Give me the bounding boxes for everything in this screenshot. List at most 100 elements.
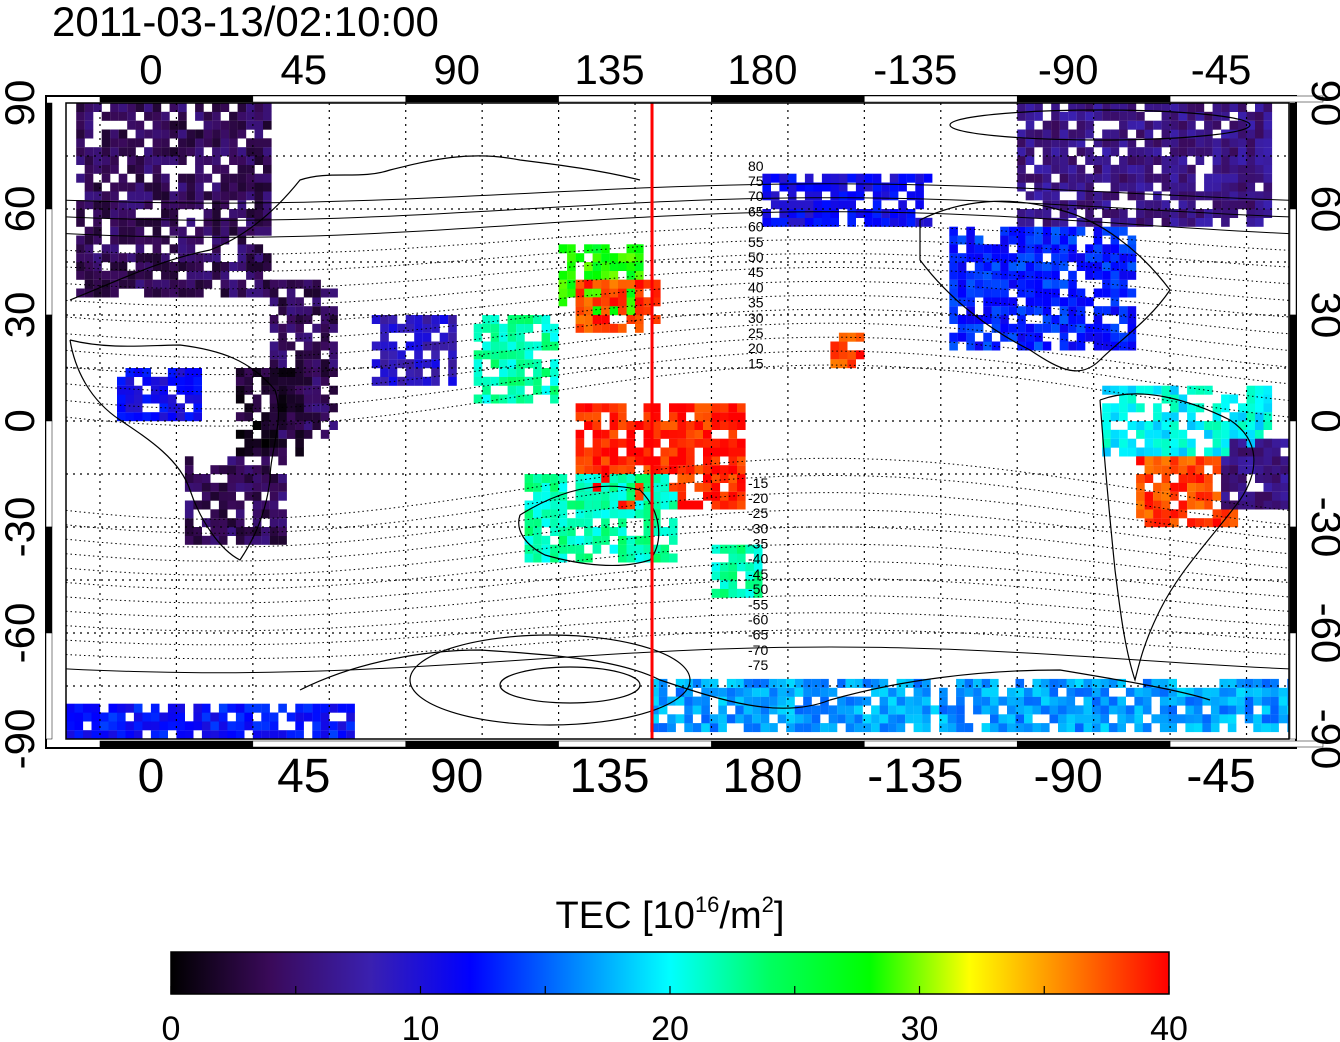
tec-cell	[1085, 217, 1094, 227]
tec-cell	[567, 279, 576, 289]
tec-cell	[161, 111, 170, 121]
tec-cell	[490, 376, 500, 386]
tec-cell	[677, 403, 687, 413]
tec-cell	[703, 429, 712, 439]
tec-cell	[261, 535, 270, 545]
tec-cell	[533, 341, 542, 351]
tec-cell	[1170, 482, 1179, 492]
tec-cell	[229, 226, 238, 236]
tec-cell	[329, 323, 338, 333]
tec-cell	[286, 323, 296, 333]
tec-cell	[787, 200, 797, 210]
tec-cell	[125, 376, 135, 386]
tec-cell	[1202, 723, 1211, 733]
tec-cell	[1100, 714, 1110, 724]
tec-cell	[1017, 156, 1026, 165]
tec-cell	[864, 182, 873, 192]
tec-cell	[1025, 341, 1035, 351]
tec-cell	[295, 447, 304, 457]
tec-cell	[1142, 723, 1152, 733]
tec-cell	[686, 421, 695, 430]
tec-cell	[794, 714, 804, 724]
tec-cell	[108, 703, 118, 713]
tec-cell	[658, 678, 668, 688]
tec-cell	[1238, 103, 1247, 112]
top-lon-tick: 90	[433, 46, 480, 93]
tec-cell	[212, 164, 221, 174]
tec-cell	[295, 403, 304, 413]
contour-label-south: -75	[748, 657, 768, 673]
tec-cell	[974, 288, 984, 298]
tec-cell	[110, 235, 119, 245]
tec-cell	[1261, 696, 1271, 706]
tec-region	[473, 315, 559, 404]
contour-label-north: 25	[748, 325, 764, 341]
left-lat-tick: -60	[0, 603, 43, 664]
tec-cell	[1110, 332, 1120, 342]
tec-cell	[881, 209, 890, 218]
tec-cell	[1042, 288, 1052, 298]
tec-cell	[1125, 705, 1135, 715]
magnetic-latitude-contour	[66, 322, 1289, 376]
tec-cell	[888, 714, 897, 724]
tec-cell	[1076, 217, 1086, 227]
tec-cell	[787, 191, 797, 201]
tec-cell	[201, 500, 211, 510]
tec-cell	[235, 394, 245, 404]
tec-cell	[1272, 438, 1281, 448]
tec-cell	[1144, 173, 1154, 183]
tec-cell	[261, 456, 270, 466]
tec-cell	[1108, 696, 1118, 706]
tec-cell	[1144, 156, 1154, 165]
tec-cell	[966, 244, 975, 254]
tec-cell	[1153, 518, 1162, 528]
tec-cell	[1227, 705, 1237, 715]
tec-cell	[618, 279, 627, 289]
tec-cell	[1178, 482, 1188, 492]
tec-cell	[388, 368, 398, 377]
tec-cell	[516, 350, 525, 360]
tec-cell	[796, 209, 805, 218]
tec-cell	[524, 350, 534, 360]
tec-cell	[957, 297, 967, 307]
tec-cell	[711, 456, 721, 466]
tec-cell	[1195, 209, 1205, 218]
tec-cell	[414, 315, 423, 324]
tec-cell	[584, 270, 593, 280]
tec-cell	[1110, 147, 1120, 157]
tec-cell	[626, 474, 636, 483]
tec-cell	[609, 262, 619, 271]
tec-cell	[125, 385, 135, 395]
tec-cell	[1110, 182, 1120, 192]
tec-cell	[1000, 332, 1009, 342]
tec-cell	[186, 235, 196, 245]
tec-cell	[720, 562, 729, 572]
tec-cell	[1049, 687, 1059, 697]
tec-cell	[592, 474, 602, 483]
tec-cell	[966, 270, 975, 280]
tec-cell	[1255, 421, 1264, 430]
tec-cell	[635, 244, 644, 254]
tec-cell	[1085, 200, 1094, 210]
tec-cell	[295, 703, 304, 713]
tec-cell	[1110, 279, 1120, 289]
tec-cell	[1255, 103, 1264, 112]
tec-cell	[1246, 129, 1256, 139]
tec-cell	[592, 544, 602, 554]
tec-cell	[1127, 306, 1137, 316]
tec-cell	[329, 359, 338, 369]
tec-cell	[847, 200, 856, 210]
tec-cell	[1193, 687, 1203, 697]
tec-cell	[125, 412, 135, 422]
tec-cell	[966, 297, 975, 307]
tec-cell	[813, 209, 822, 218]
tec-cell	[176, 412, 185, 422]
tec-cell	[84, 244, 94, 254]
tec-cell	[388, 350, 398, 360]
tec-cell	[110, 129, 119, 139]
tec-cell	[1127, 191, 1137, 201]
tec-cell	[84, 182, 94, 192]
tec-cell	[745, 580, 754, 589]
tec-cell	[295, 315, 304, 324]
tec-cell	[737, 412, 746, 422]
